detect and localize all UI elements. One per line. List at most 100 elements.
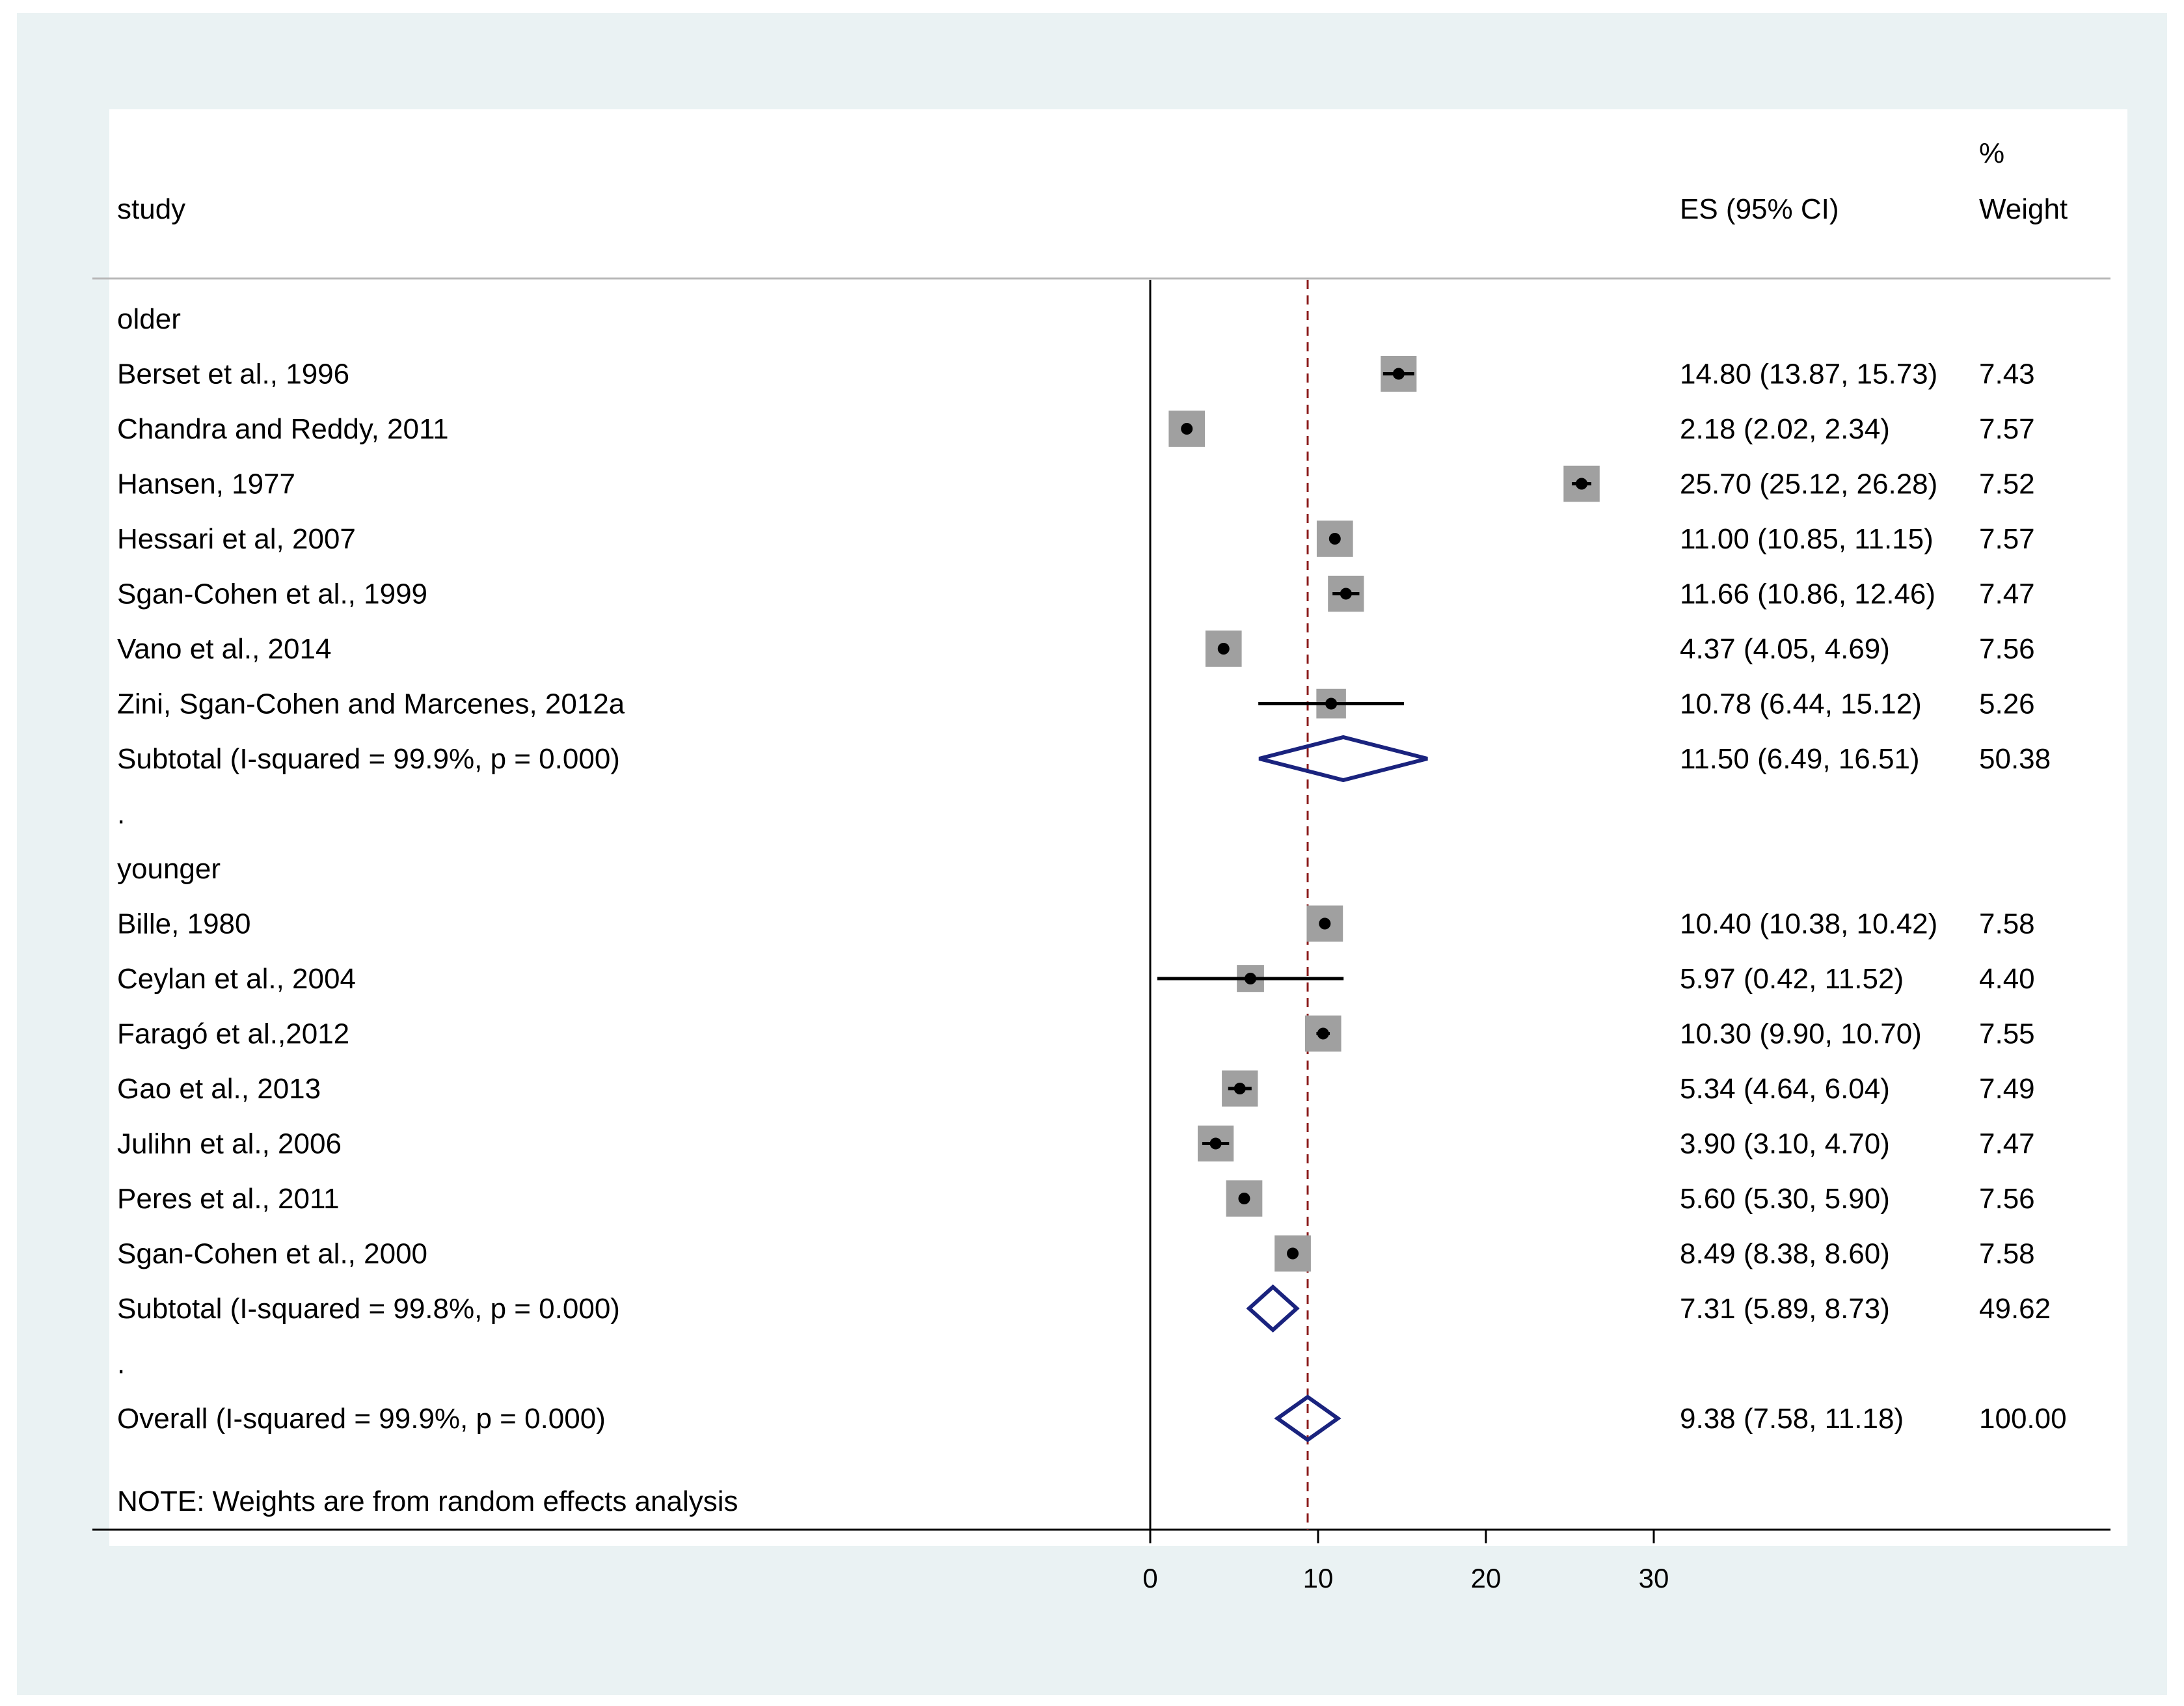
study-row: Zini, Sgan-Cohen and Marcenes, 2012a 10.7… xyxy=(117,688,2035,720)
point-estimate xyxy=(1181,423,1193,435)
study-row: Vano et al., 2014 4.37 (4.05, 4.69) 7.56 xyxy=(117,630,2035,667)
es-ci-value: 25.70 (25.12, 26.28) xyxy=(1680,468,1937,500)
study-row: Gao et al., 2013 5.34 (4.64, 6.04) 7.49 xyxy=(117,1070,2035,1107)
point-estimate xyxy=(1217,643,1230,655)
point-estimate xyxy=(1317,1027,1329,1040)
study-label: Peres et al., 2011 xyxy=(117,1183,340,1215)
point-estimate xyxy=(1209,1137,1222,1150)
study-label: Ceylan et al., 2004 xyxy=(117,963,356,995)
study-row: Sgan-Cohen et al., 2000 8.49 (8.38, 8.60)… xyxy=(117,1235,2035,1272)
subtotal-row: Subtotal (I-squared = 99.9%, p = 0.000) 1… xyxy=(117,735,2051,783)
study-row: Hessari et al, 2007 11.00 (10.85, 11.15) 7… xyxy=(117,521,2035,557)
forest-rows: older Berset et al., 1996 14.80 (13.87, 15… xyxy=(117,303,2067,1442)
overall-row: Overall (I-squared = 99.9%, p = 0.000) 9.… xyxy=(117,1394,2067,1442)
subtotal-label: Subtotal (I-squared = 99.9%, p = 0.000) xyxy=(117,743,620,775)
study-row: Julihn et al., 2006 3.90 (3.10, 4.70) 7.47 xyxy=(117,1125,2035,1162)
weight-value: 49.62 xyxy=(1979,1293,2051,1325)
weight-value: 7.57 xyxy=(1979,523,2035,555)
header-study: study xyxy=(117,193,185,225)
study-label: Zini, Sgan-Cohen and Marcenes, 2012a xyxy=(117,688,625,720)
study-label: Vano et al., 2014 xyxy=(117,633,331,665)
x-axis-ticks: 0 10 20 30 xyxy=(1142,1530,1669,1593)
point-estimate xyxy=(1576,478,1588,490)
pooled-diamond xyxy=(1258,735,1428,783)
study-row: Sgan-Cohen et al., 1999 11.66 (10.86, 12.… xyxy=(117,575,2035,612)
weight-value: 7.58 xyxy=(1979,908,2035,940)
point-estimate xyxy=(1328,533,1341,545)
group-label: younger xyxy=(117,853,221,885)
overall-label: Overall (I-squared = 99.9%, p = 0.000) xyxy=(117,1403,606,1435)
x-tick-label: 20 xyxy=(1471,1563,1502,1593)
es-ci-value: 7.31 (5.89, 8.73) xyxy=(1680,1293,1890,1325)
weight-value: 7.49 xyxy=(1979,1073,2035,1105)
study-label: Chandra and Reddy, 2011 xyxy=(117,413,449,445)
header-weight-pct: % xyxy=(1979,137,2004,169)
point-estimate xyxy=(1325,697,1338,710)
weights-note: NOTE: Weights are from random effects an… xyxy=(117,1485,738,1517)
es-ci-value: 10.40 (10.38, 10.42) xyxy=(1680,908,1937,940)
study-label: Sgan-Cohen et al., 1999 xyxy=(117,578,427,610)
study-label: Faragó et al.,2012 xyxy=(117,1018,349,1050)
es-ci-value: 5.97 (0.42, 11.52) xyxy=(1680,963,1904,995)
point-estimate xyxy=(1319,917,1331,930)
header-weight: Weight xyxy=(1979,193,2068,225)
es-ci-value: 10.30 (9.90, 10.70) xyxy=(1680,1018,1922,1050)
weight-value: 50.38 xyxy=(1979,743,2051,775)
study-label: Bille, 1980 xyxy=(117,908,250,940)
weight-value: 7.47 xyxy=(1979,578,2035,610)
group-row: older xyxy=(117,303,181,335)
es-ci-value: 5.34 (4.64, 6.04) xyxy=(1680,1073,1890,1105)
figure-background xyxy=(17,13,2167,1695)
point-estimate xyxy=(1234,1083,1246,1094)
study-label: Julihn et al., 2006 xyxy=(117,1128,342,1160)
subtotal-row: Subtotal (I-squared = 99.8%, p = 0.000) 7… xyxy=(117,1284,2051,1333)
weight-value: 7.56 xyxy=(1979,1183,2035,1215)
study-label: Hansen, 1977 xyxy=(117,468,295,500)
es-ci-value: 8.49 (8.38, 8.60) xyxy=(1680,1238,1890,1270)
study-row: Ceylan et al., 2004 5.97 (0.42, 11.52) 4.4… xyxy=(117,963,2035,995)
study-label: Sgan-Cohen et al., 2000 xyxy=(117,1238,427,1270)
weight-value: 5.26 xyxy=(1979,688,2035,720)
header-es-ci: ES (95% CI) xyxy=(1680,193,1839,225)
weight-value: 7.47 xyxy=(1979,1128,2035,1160)
es-ci-value: 10.78 (6.44, 15.12) xyxy=(1680,688,1922,720)
study-label: Berset et al., 1996 xyxy=(117,359,349,390)
es-ci-value: 11.00 (10.85, 11.15) xyxy=(1680,523,1934,555)
study-row: Hansen, 1977 25.70 (25.12, 26.28) 7.52 xyxy=(117,465,2035,502)
x-tick-label: 10 xyxy=(1303,1563,1334,1593)
pooled-diamond xyxy=(1274,1394,1341,1442)
pooled-diamond xyxy=(1246,1284,1300,1333)
spacer-row: . xyxy=(117,1348,125,1380)
es-ci-value: 5.60 (5.30, 5.90) xyxy=(1680,1183,1890,1215)
es-ci-value: 11.50 (6.49, 16.51) xyxy=(1680,743,1920,775)
es-ci-value: 3.90 (3.10, 4.70) xyxy=(1680,1128,1890,1160)
es-ci-value: 2.18 (2.02, 2.34) xyxy=(1680,413,1890,445)
study-row: Bille, 1980 10.40 (10.38, 10.42) 7.58 xyxy=(117,905,2035,942)
point-estimate xyxy=(1238,1193,1250,1204)
study-row: Berset et al., 1996 14.80 (13.87, 15.73) 7… xyxy=(117,355,2035,392)
group-row: younger xyxy=(117,853,221,885)
weight-value: 4.40 xyxy=(1979,963,2035,995)
plot-area xyxy=(109,109,2127,1546)
weight-value: 7.56 xyxy=(1979,633,2035,665)
group-label: older xyxy=(117,303,181,335)
study-row: Peres et al., 2011 5.60 (5.30, 5.90) 7.56 xyxy=(117,1180,2035,1217)
spacer-row: . xyxy=(117,798,125,830)
weight-value: 7.52 xyxy=(1979,468,2035,500)
es-ci-value: 14.80 (13.87, 15.73) xyxy=(1680,359,1937,390)
study-label: Gao et al., 2013 xyxy=(117,1073,321,1105)
x-tick-label: 0 xyxy=(1142,1563,1157,1593)
weight-value: 7.58 xyxy=(1979,1238,2035,1270)
weight-value: 7.57 xyxy=(1979,413,2035,445)
weight-value: 7.55 xyxy=(1979,1018,2035,1050)
study-label: Hessari et al, 2007 xyxy=(117,523,356,555)
point-estimate xyxy=(1392,368,1405,380)
subtotal-label: Subtotal (I-squared = 99.8%, p = 0.000) xyxy=(117,1293,620,1325)
spacer-label: . xyxy=(117,1348,125,1380)
point-estimate xyxy=(1287,1247,1299,1260)
point-estimate xyxy=(1340,588,1352,600)
es-ci-value: 4.37 (4.05, 4.69) xyxy=(1680,633,1890,665)
es-ci-value: 11.66 (10.86, 12.46) xyxy=(1680,578,1935,610)
point-estimate xyxy=(1245,973,1257,984)
